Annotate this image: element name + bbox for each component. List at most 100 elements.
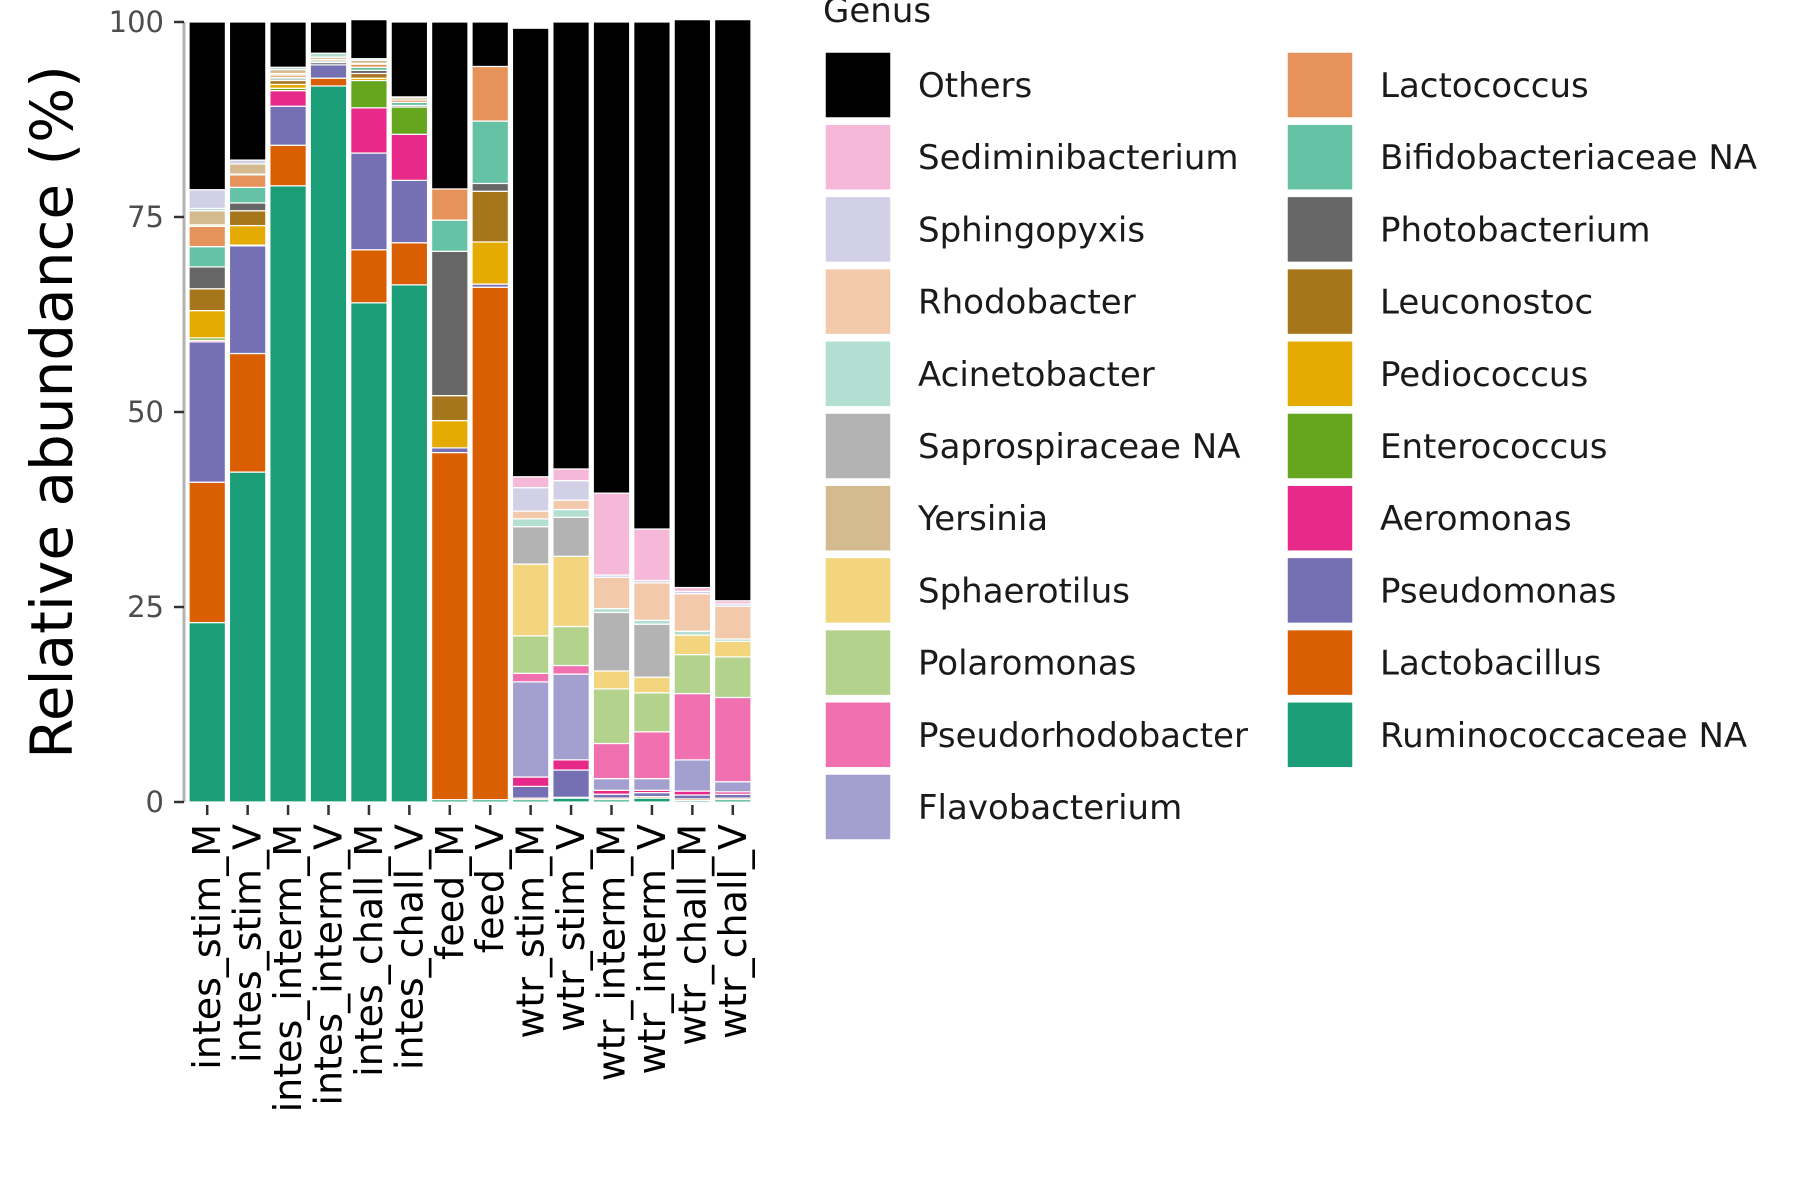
legend-label: Pseudorhodobacter bbox=[918, 716, 1248, 756]
legend-swatch bbox=[1286, 267, 1354, 336]
legend-swatch bbox=[824, 773, 892, 841]
bar-segment bbox=[552, 664, 590, 675]
legend-item: Enterococcus bbox=[1286, 412, 1607, 480]
y-tick-label: 50 bbox=[127, 395, 164, 429]
bar-segment bbox=[552, 673, 590, 761]
bar-segment bbox=[713, 781, 752, 793]
legend-label: Enterococcus bbox=[1380, 427, 1607, 467]
bar-segment bbox=[552, 625, 590, 667]
bar-segment bbox=[471, 120, 510, 185]
bar-segment bbox=[633, 731, 671, 780]
bar-segment bbox=[552, 759, 590, 771]
bar-segment bbox=[673, 653, 712, 695]
bar-segment bbox=[228, 352, 267, 473]
legend-item: Sphingopyxis bbox=[824, 195, 1145, 264]
bar-segment bbox=[713, 19, 752, 602]
bar-segment bbox=[188, 266, 227, 290]
x-tick-label: wtr_interm_M bbox=[590, 824, 634, 1081]
bar-segment bbox=[390, 179, 429, 244]
bar-segment bbox=[430, 395, 469, 422]
bar-segment bbox=[673, 19, 712, 589]
bar-segment bbox=[673, 593, 712, 632]
y-tick-label: 0 bbox=[146, 785, 164, 819]
legend-label: Bifidobacteriaceae NA bbox=[1380, 138, 1757, 178]
bar-segment bbox=[471, 182, 510, 192]
legend-swatch bbox=[824, 412, 892, 480]
bar-segment bbox=[228, 224, 267, 246]
legend-item: Polaromonas bbox=[824, 628, 1136, 697]
bar-segment bbox=[673, 692, 712, 761]
legend-label: Photobacterium bbox=[1380, 210, 1650, 250]
bar-segment bbox=[228, 21, 267, 161]
bar-segment bbox=[592, 742, 631, 780]
bar-segment bbox=[511, 563, 550, 637]
bar-segment bbox=[430, 188, 469, 221]
legend-swatch bbox=[1286, 123, 1354, 191]
legend-swatch bbox=[824, 701, 892, 769]
bar-segment bbox=[350, 79, 388, 109]
bar-segment bbox=[592, 777, 631, 791]
legend-item: Others bbox=[824, 51, 1032, 119]
y-axis-title: Relative abundance (%) bbox=[18, 65, 86, 759]
bar-segment bbox=[511, 672, 550, 683]
legend-item: Saprospiraceae NA bbox=[824, 412, 1240, 480]
bar-segment bbox=[713, 656, 752, 699]
bar-segment bbox=[430, 419, 469, 449]
x-tick-label: wtr_stim_M bbox=[509, 824, 553, 1039]
bar-segment bbox=[511, 776, 550, 787]
legend-label: Acinetobacter bbox=[918, 355, 1155, 395]
bar-segment bbox=[228, 202, 267, 212]
x-tick-label: intes_chall_V bbox=[387, 824, 431, 1070]
bar-segment bbox=[188, 189, 227, 210]
x-tick-label: intes_stim_M bbox=[185, 824, 229, 1070]
legend-label: Yersinia bbox=[917, 499, 1048, 539]
bar-segment bbox=[309, 85, 348, 803]
legend-item: Pseudomonas bbox=[1286, 556, 1617, 625]
bar-segment bbox=[350, 107, 388, 154]
bar-segment bbox=[552, 21, 590, 470]
bar-segment bbox=[269, 90, 307, 107]
bar-segment bbox=[511, 487, 550, 512]
bar-segment bbox=[471, 241, 510, 285]
legend-swatch bbox=[824, 267, 892, 336]
legend-label: Sphingopyxis bbox=[918, 210, 1145, 250]
legend-label: Ruminococcaceae NA bbox=[1380, 716, 1747, 756]
x-tick-label: wtr_stim_V bbox=[549, 824, 593, 1032]
legend-label: Leuconostoc bbox=[1380, 283, 1593, 323]
x-tick-label: wtr_chall_V bbox=[711, 824, 755, 1039]
bar-segment bbox=[511, 635, 550, 674]
bar-segment bbox=[471, 65, 510, 122]
bar-segment bbox=[228, 471, 267, 803]
bar-segment bbox=[552, 499, 590, 511]
bar-segment bbox=[228, 245, 267, 355]
x-tick-label: intes_stim_V bbox=[226, 824, 270, 1063]
legend-item: Sediminibacterium bbox=[824, 123, 1239, 191]
bar-segment bbox=[228, 163, 267, 175]
bar-segment bbox=[511, 476, 550, 489]
legend-label: Lactobacillus bbox=[1380, 644, 1601, 684]
bar-segment bbox=[552, 480, 590, 501]
bar-segment bbox=[350, 302, 388, 803]
x-tick-label: intes_interm_M bbox=[266, 824, 310, 1112]
bar-segment bbox=[633, 623, 671, 678]
bar-segment bbox=[511, 681, 550, 778]
legend-item: Yersinia bbox=[824, 484, 1048, 552]
legend-item: Bifidobacteriaceae NA bbox=[1286, 123, 1757, 191]
bars bbox=[188, 19, 752, 803]
bar-segment bbox=[188, 481, 227, 624]
bar-segment bbox=[430, 447, 469, 454]
bar-segment bbox=[350, 152, 388, 251]
legend-swatch bbox=[1286, 628, 1354, 697]
legend-swatch bbox=[1286, 556, 1354, 625]
legend-item: Sphaerotilus bbox=[824, 556, 1130, 625]
bar-segment bbox=[188, 225, 227, 248]
legend-label: Saprospiraceae NA bbox=[918, 427, 1240, 467]
bar-segment bbox=[633, 692, 671, 733]
legend-label: Others bbox=[918, 66, 1032, 106]
bar-segment bbox=[269, 185, 307, 803]
legend-swatch bbox=[1286, 195, 1354, 264]
x-tick-label: wtr_chall_M bbox=[670, 824, 714, 1046]
legend-item: Rhodobacter bbox=[824, 267, 1136, 336]
bar-segment bbox=[471, 286, 510, 801]
bar-segment bbox=[309, 64, 348, 79]
